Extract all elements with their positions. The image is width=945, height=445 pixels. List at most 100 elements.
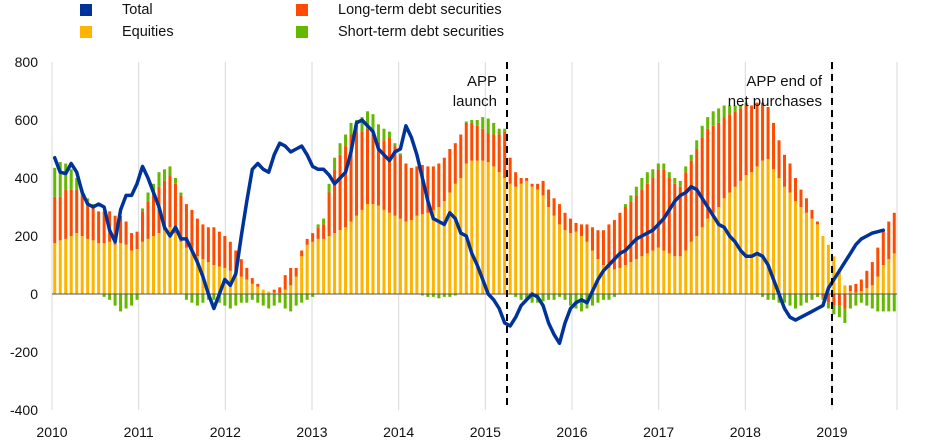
bar-equities-153 (892, 253, 896, 294)
bar-long-term-119 (706, 128, 710, 219)
bar-long-term-7 (91, 205, 95, 241)
bar-long-term-148 (865, 270, 869, 289)
bar-long-term-127 (750, 105, 754, 173)
bar-equities-148 (865, 288, 869, 294)
bar-equities-15 (135, 249, 139, 294)
bar-long-term-90 (547, 189, 551, 207)
bar-short-term-102 (612, 294, 616, 297)
bar-equities-138 (810, 218, 814, 294)
bar-long-term-23 (179, 195, 183, 242)
bar-equities-133 (783, 186, 787, 294)
bar-long-term-67 (420, 164, 424, 215)
bar-long-term-32 (228, 241, 232, 271)
y-tick-400: 400 (15, 170, 39, 186)
x-tick-2015: 2015 (470, 424, 501, 440)
bar-long-term-40 (272, 289, 276, 293)
bar-short-term-16 (141, 208, 145, 212)
bar-long-term-101 (607, 224, 611, 268)
bar-short-term-19 (157, 172, 161, 187)
bar-short-term-71 (442, 294, 446, 297)
bar-equities-143 (837, 270, 841, 294)
x-tick-2011: 2011 (124, 424, 154, 440)
bar-short-term-33 (234, 294, 238, 306)
bar-short-term-56 (360, 117, 364, 132)
bar-equities-62 (393, 215, 397, 294)
bar-short-term-133 (783, 294, 787, 303)
bar-equities-29 (212, 265, 216, 294)
bar-equities-56 (360, 209, 364, 294)
bar-equities-69 (431, 209, 435, 294)
bar-long-term-81 (497, 134, 501, 173)
bar-short-term-119 (706, 117, 710, 129)
bar-long-term-2 (64, 189, 68, 239)
bar-long-term-46 (305, 238, 309, 245)
bar-long-term-31 (223, 236, 227, 268)
bar-short-term-131 (772, 294, 776, 300)
bar-short-term-101 (607, 294, 611, 300)
bar-long-term-29 (212, 227, 216, 265)
bar-short-term-94 (569, 294, 573, 306)
y-tick--400: -400 (10, 402, 38, 418)
y-tick--200: -200 (10, 344, 38, 360)
bar-long-term-121 (717, 122, 721, 207)
bar-equities-77 (475, 160, 479, 294)
bar-long-term-35 (245, 267, 249, 280)
bar-long-term-131 (772, 122, 776, 170)
bar-equities-150 (876, 276, 880, 294)
x-tick-2016: 2016 (556, 424, 587, 440)
bar-equities-44 (294, 276, 298, 294)
y-tick-200: 200 (15, 228, 39, 244)
bar-short-term-43 (289, 294, 293, 312)
legend-item-long-term: Long-term debt securities (296, 2, 502, 18)
bar-short-term-139 (815, 294, 819, 297)
bar-short-term-122 (722, 105, 726, 118)
bar-equities-112 (667, 253, 671, 294)
total-line (52, 118, 886, 346)
bar-equities-8 (97, 243, 101, 294)
bar-long-term-86 (525, 178, 529, 181)
bar-long-term-103 (618, 212, 622, 268)
bar-equities-64 (404, 221, 408, 294)
bar-equities-118 (700, 227, 704, 294)
bar-equities-25 (190, 250, 194, 294)
bar-short-term-37 (256, 294, 260, 303)
bar-short-term-77 (475, 120, 479, 126)
bar-short-term-17 (146, 192, 150, 202)
bar-short-term-113 (673, 178, 677, 184)
bar-long-term-105 (629, 201, 633, 263)
bar-equities-45 (300, 256, 304, 294)
bar-long-term-25 (190, 209, 194, 251)
bar-short-term-111 (662, 163, 666, 170)
bar-long-term-123 (728, 114, 732, 193)
bar-long-term-126 (744, 105, 748, 176)
bar-short-term-31 (223, 294, 227, 306)
bar-short-term-90 (547, 294, 551, 300)
bar-equities-144 (843, 285, 847, 294)
annotation-label-0-1: launch (453, 93, 497, 110)
bar-short-term-78 (481, 117, 485, 129)
bar-short-term-138 (810, 294, 814, 300)
bar-long-term-84 (514, 172, 518, 187)
bar-short-term-152 (887, 294, 891, 312)
bar-long-term-108 (645, 183, 649, 254)
bar-long-term-106 (634, 195, 638, 260)
bar-long-term-20 (162, 180, 166, 231)
bar-short-term-87 (530, 294, 534, 303)
bar-short-term-117 (695, 140, 699, 149)
bar-short-term-144 (843, 308, 847, 323)
bar-long-term-6 (86, 201, 90, 239)
bar-short-term-149 (870, 294, 874, 309)
bar-short-term-9 (102, 294, 106, 297)
bar-equities-21 (168, 227, 172, 294)
bar-long-term-110 (656, 169, 660, 248)
bar-long-term-83 (508, 157, 512, 184)
bar-long-term-151 (881, 230, 885, 265)
bar-equities-87 (530, 186, 534, 294)
bar-long-term-21 (168, 175, 172, 228)
bar-short-term-121 (717, 108, 721, 123)
bar-short-term-47 (311, 294, 315, 297)
bar-short-term-36 (250, 294, 254, 300)
bar-short-term-45 (300, 294, 304, 303)
bar-short-term-96 (579, 294, 584, 312)
